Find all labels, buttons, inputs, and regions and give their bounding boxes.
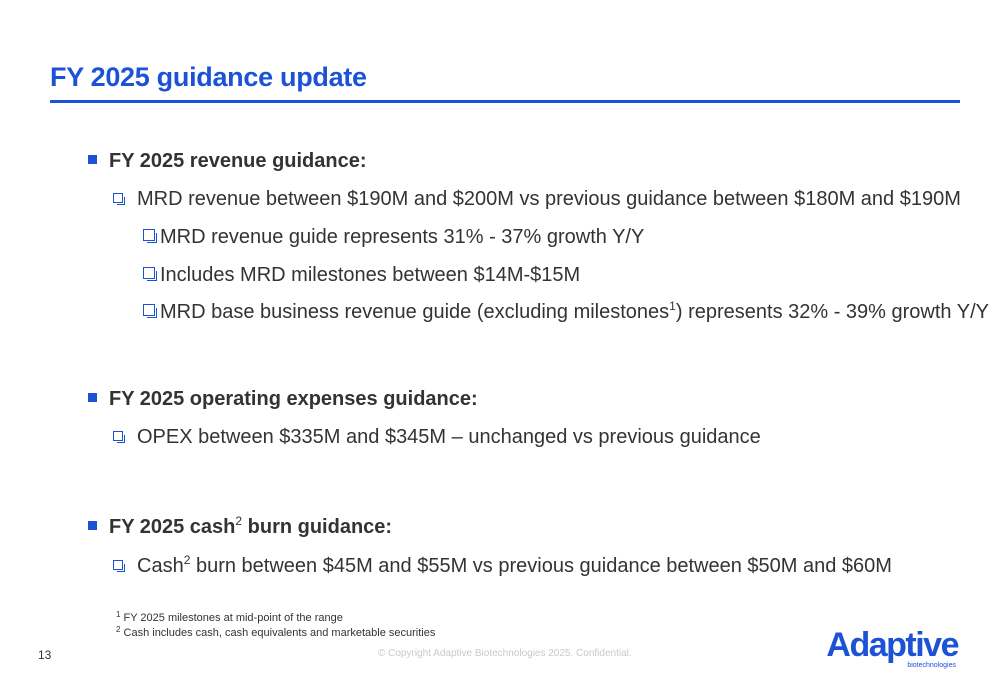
cash-heading: FY 2025 cash [109,516,236,538]
checkbox-bullet-icon [113,560,125,572]
checkbox-bullet-icon [113,431,125,443]
opex-item-row: OPEX between $335M and $345M – unchanged… [113,426,761,449]
footnotes: 1 FY 2025 milestones at mid-point of the… [116,611,435,641]
logo-subtitle: biotechnologies [907,662,956,669]
revenue-subitem-c-row: MRD base business revenue guide (excludi… [143,299,989,324]
company-logo: Adaptive biotechnologies [826,626,959,669]
square-bullet-icon [88,521,97,530]
revenue-subitem-c-text-end: ) represents 32% - 39% growth Y/Y [675,301,989,323]
footnote-ref-1: 1 [669,299,676,313]
revenue-subitem-a: MRD revenue guide represents 31% - 37% g… [160,226,645,248]
revenue-subitem-b-row: Includes MRD milestones between $14M-$15… [143,264,580,287]
footnote-2: 2 Cash includes cash, cash equivalents a… [116,626,435,641]
revenue-heading: FY 2025 revenue guidance: [109,150,367,172]
checkbox-bullet-icon [143,304,157,318]
title-divider [50,100,960,103]
revenue-item: MRD revenue between $190M and $200M vs p… [137,188,961,210]
copyright-notice: © Copyright Adaptive Biotechnologies 202… [378,648,632,659]
cash-heading-row: FY 2025 cash2 burn guidance: [88,514,393,539]
cash-item-row: Cash2 burn between $45M and $55M vs prev… [113,553,892,578]
revenue-item-row: MRD revenue between $190M and $200M vs p… [113,188,961,211]
footnote-2-text: Cash includes cash, cash equivalents and… [120,627,436,639]
revenue-subitem-c-text: MRD base business revenue guide (excludi… [160,301,670,323]
checkbox-bullet-icon [143,229,157,243]
footnote-1-mark: 1 [116,610,121,619]
cash-heading-end: burn guidance: [242,516,393,538]
footnote-ref-2: 2 [183,553,191,567]
opex-heading-row: FY 2025 operating expenses guidance: [88,388,478,411]
square-bullet-icon [88,155,97,164]
checkbox-bullet-icon [143,267,157,281]
footnote-ref-2: 2 [235,514,243,528]
revenue-subitem-a-row: MRD revenue guide represents 31% - 37% g… [143,226,644,249]
footnote-1-text: FY 2025 milestones at mid-point of the r… [120,612,343,624]
logo-wordmark: Adaptive [826,626,959,664]
opex-item: OPEX between $335M and $345M – unchanged… [137,426,761,448]
opex-heading: FY 2025 operating expenses guidance: [109,388,478,410]
footnote-1: 1 FY 2025 milestones at mid-point of the… [116,611,435,626]
square-bullet-icon [88,393,97,402]
cash-item: Cash [137,555,184,577]
cash-item-end: burn between $45M and $55M vs previous g… [190,555,892,577]
footnote-2-mark: 2 [116,625,121,634]
revenue-heading-row: FY 2025 revenue guidance: [88,150,367,173]
checkbox-bullet-icon [113,193,125,205]
slide-title: FY 2025 guidance update [50,62,367,92]
page-number: 13 [38,648,52,662]
revenue-subitem-b: Includes MRD milestones between $14M-$15… [160,264,581,286]
